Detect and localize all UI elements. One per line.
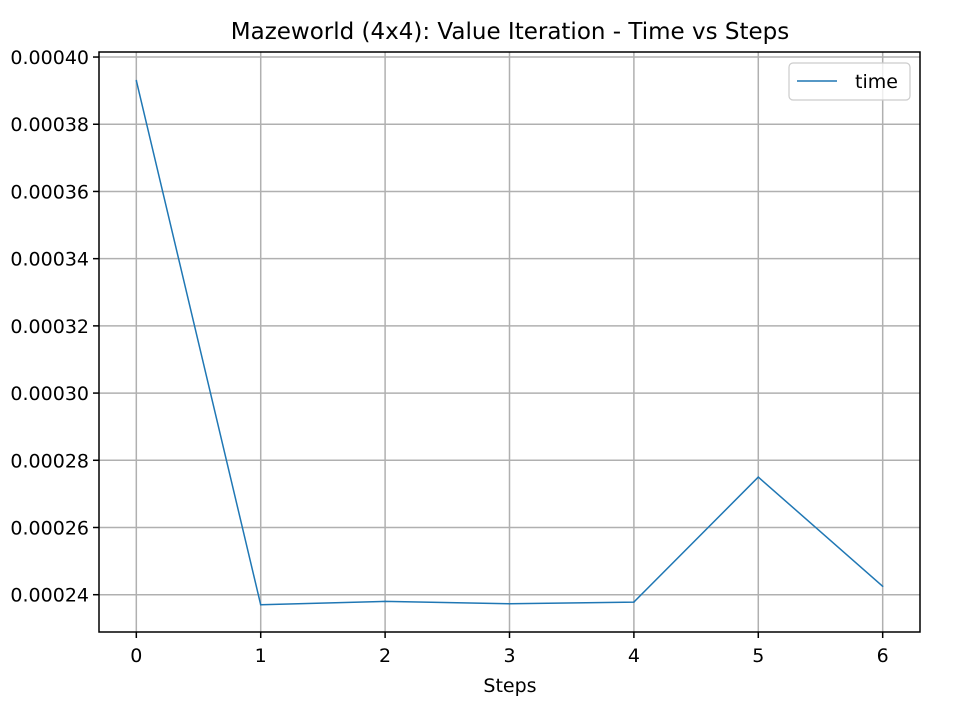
data-point (508, 602, 511, 605)
legend-box (788, 62, 911, 101)
x-tick-label: 5 (752, 645, 764, 667)
data-point (881, 585, 884, 588)
series-layer (135, 79, 884, 606)
y-tick-label: 0.00040 (10, 47, 89, 69)
data-point (135, 79, 138, 82)
x-tick-label: 4 (628, 645, 640, 667)
y-tick-label: 0.00036 (10, 181, 89, 203)
y-tick-label: 0.00034 (10, 249, 89, 271)
x-axis-label: Steps (483, 675, 536, 697)
y-tick-label: 0.00038 (10, 114, 89, 136)
chart-title: Mazeworld (4x4): Value Iteration - Time … (231, 19, 790, 45)
legend-label: time (855, 71, 898, 93)
y-tick-label: 0.00030 (10, 383, 89, 405)
y-tick-label: 0.00026 (10, 517, 89, 539)
axis-ticks: 0 1 2 3 4 5 6 0.00024 0.00026 0.00028 0.00030 0.000… (10, 47, 888, 667)
x-tick-label: 1 (255, 645, 267, 667)
x-tick-label: 2 (379, 645, 391, 667)
x-tick-label: 6 (877, 645, 889, 667)
y-tick-label: 0.00024 (10, 585, 89, 607)
data-point (633, 601, 635, 603)
legend: time (788, 62, 911, 101)
y-tick-label: 0.00028 (10, 450, 89, 472)
y-tick-label: 0.00032 (10, 316, 89, 338)
x-tick-label: 0 (130, 645, 142, 667)
x-tick-label: 3 (503, 645, 515, 667)
grid-lines (99, 52, 920, 632)
data-point (757, 476, 760, 478)
data-point (384, 600, 386, 603)
data-point (259, 603, 262, 606)
